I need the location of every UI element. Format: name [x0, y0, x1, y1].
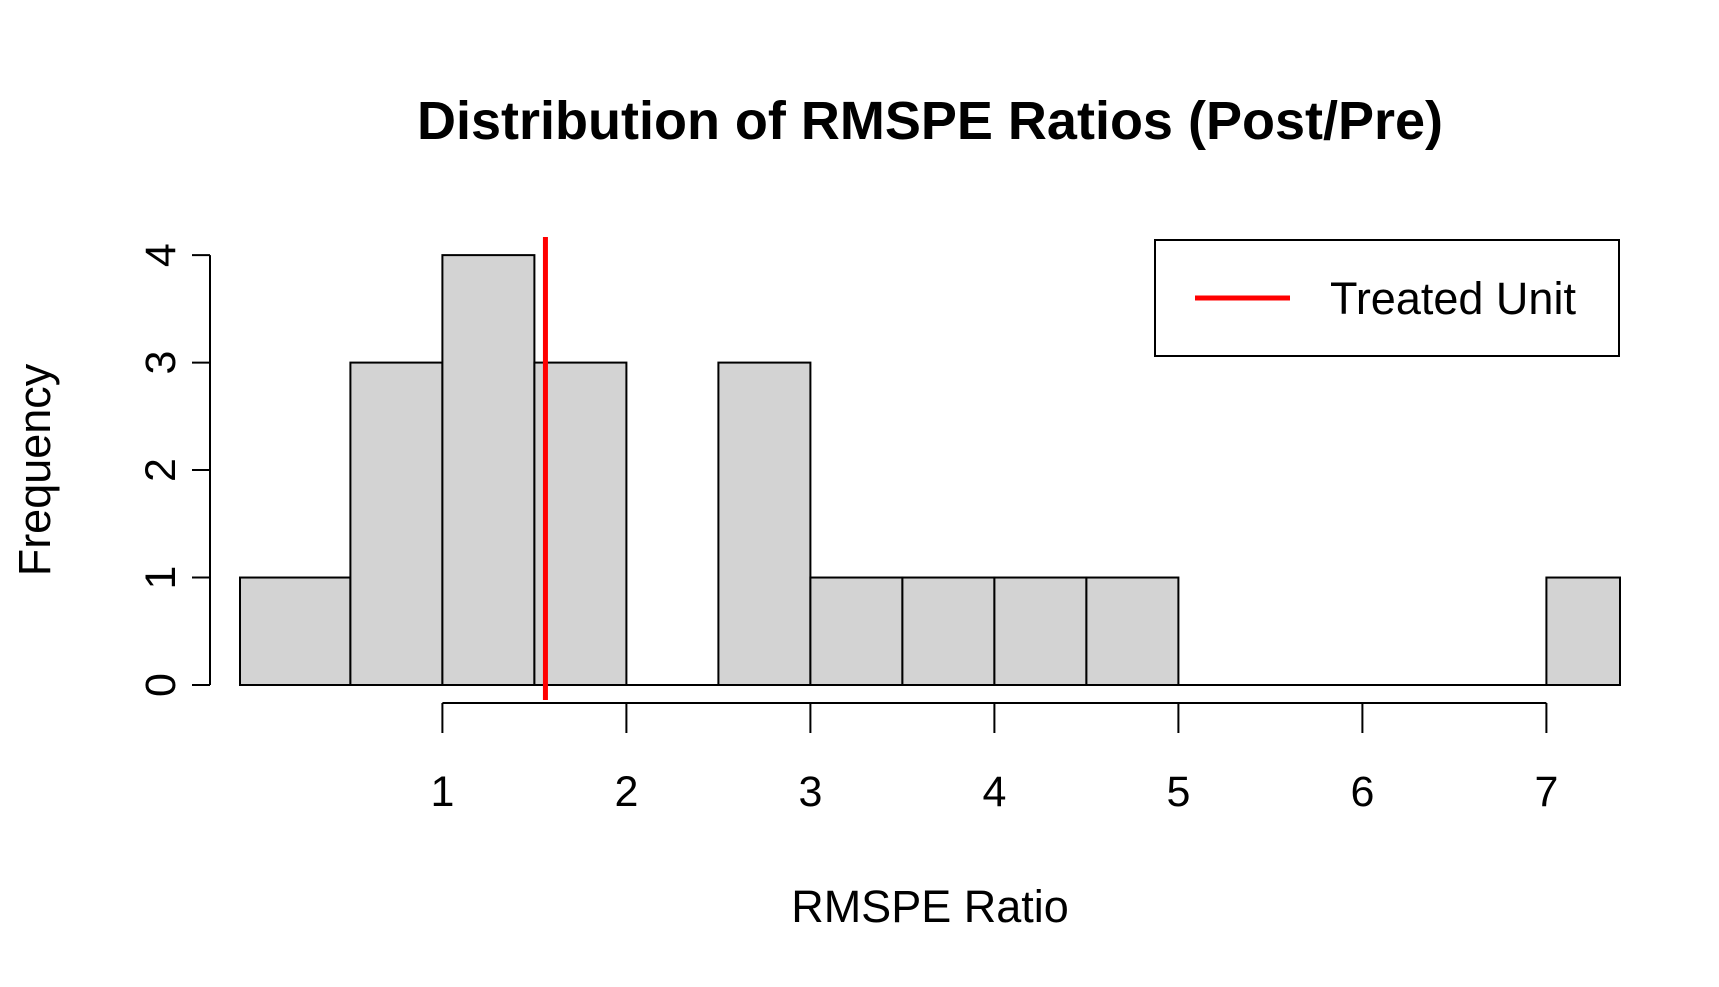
histogram-bars	[239, 254, 1622, 686]
x-tick-label: 5	[1166, 768, 1190, 816]
x-tick-label: 1	[430, 768, 454, 816]
x-tick-label: 4	[982, 768, 1006, 816]
y-tick-label: 4	[137, 243, 185, 267]
histogram-bar	[901, 576, 996, 686]
histogram-bar	[1085, 576, 1180, 686]
x-axis: 1 2 3 4 5 6 7	[430, 702, 1558, 816]
histogram-bar	[533, 361, 628, 686]
histogram-bar	[717, 361, 812, 686]
histogram-bar	[349, 361, 444, 686]
x-tick-label: 2	[614, 768, 638, 816]
y-axis-label: Frequency	[9, 363, 60, 576]
y-tick-label: 1	[137, 566, 185, 590]
x-tick-label: 3	[798, 768, 822, 816]
histogram-bar	[239, 576, 352, 686]
histogram-bar	[1545, 576, 1622, 686]
x-tick-label: 6	[1350, 768, 1374, 816]
y-tick-label: 3	[137, 351, 185, 375]
y-tick-label: 0	[137, 673, 185, 697]
y-tick-label: 2	[137, 458, 185, 482]
histogram-bar	[993, 576, 1088, 686]
y-axis: 0 1 2 3 4	[137, 243, 211, 697]
legend-label-treated-unit: Treated Unit	[1330, 273, 1576, 324]
legend: Treated Unit	[1154, 239, 1620, 357]
x-tick-label: 7	[1534, 768, 1558, 816]
histogram-bar	[809, 576, 904, 686]
histogram-bar	[441, 254, 536, 686]
x-axis-label: RMSPE Ratio	[791, 881, 1069, 932]
chart-title: Distribution of RMSPE Ratios (Post/Pre)	[417, 91, 1443, 151]
